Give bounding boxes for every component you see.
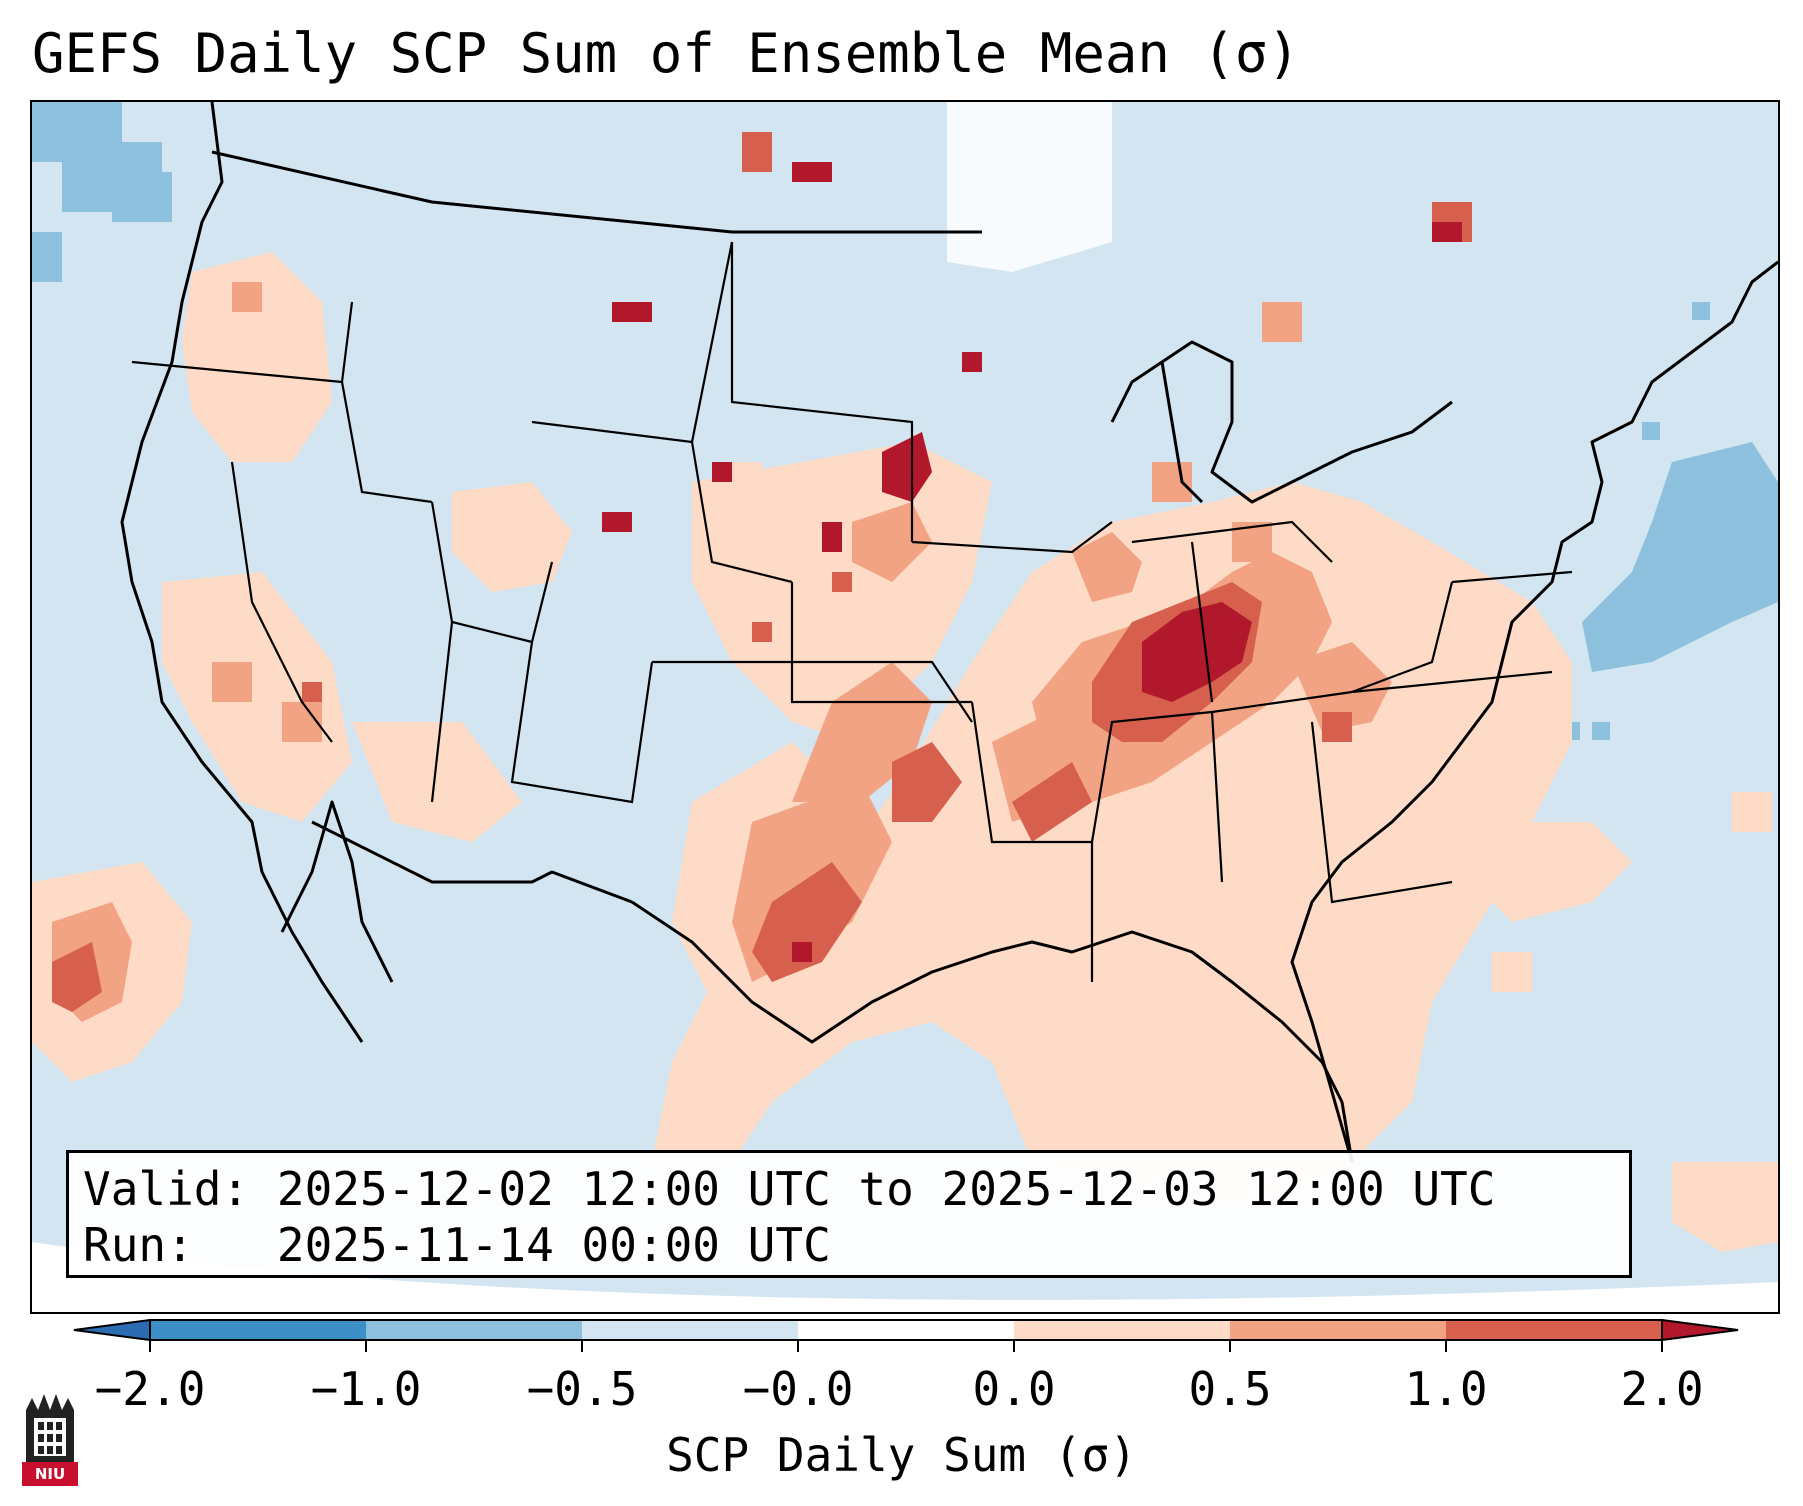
- baja: [280, 800, 394, 983]
- colorbar-tick-label: 0.5: [1188, 1362, 1272, 1416]
- niu-logo-text: NIU: [22, 1462, 78, 1486]
- colorbar-bin: [366, 1320, 582, 1340]
- colorbar-tick-label: −1.0: [310, 1362, 422, 1416]
- state-borders: [131, 241, 1573, 982]
- colorbar-tick-label: 2.0: [1620, 1362, 1704, 1416]
- colorbar-bin: [1446, 1320, 1662, 1340]
- colorbar-bin: [150, 1320, 366, 1340]
- colorbar: [73, 1318, 1739, 1352]
- map-frame: [30, 100, 1780, 1314]
- map-title: GEFS Daily SCP Sum of Ensemble Mean (σ): [32, 22, 1300, 85]
- run-value: 2025-11-14 00:00 UTC: [276, 1218, 831, 1272]
- info-box: Valid: 2025-12-02 12:00 UTC to 2025-12-0…: [66, 1150, 1632, 1278]
- niu-building-icon: [26, 1394, 74, 1462]
- canada-border: [211, 150, 982, 234]
- colorbar-bin: [582, 1320, 798, 1340]
- colorbar-extend-high: [1661, 1318, 1739, 1342]
- colorbar-label: SCP Daily Sum (σ): [666, 1428, 1137, 1482]
- gulf-coast: [631, 900, 1354, 1163]
- colorbar-ticks: [149, 1340, 1663, 1352]
- coastlines: [120, 102, 1778, 1163]
- colorbar-tick-label: −0.5: [526, 1362, 638, 1416]
- colorbar-outline: [149, 1319, 1663, 1341]
- valid-label: Valid:: [83, 1162, 250, 1216]
- projection-edge: [32, 1242, 1778, 1312]
- valid-value: 2025-12-02 12:00 UTC to 2025-12-03 12:00…: [276, 1162, 1496, 1216]
- colorbar-bin: [1014, 1320, 1230, 1340]
- west-coast: [120, 102, 364, 1043]
- east-coast: [1290, 260, 1778, 1163]
- scp-map: [32, 102, 1778, 1312]
- great-lakes: [1110, 340, 1453, 504]
- colorbar-tick-label: 0.0: [972, 1362, 1056, 1416]
- colorbar-extend-low: [73, 1318, 151, 1342]
- colorbar-tick-label: −0.0: [742, 1362, 854, 1416]
- niu-logo: NIU: [22, 1390, 78, 1486]
- mexico-border: [311, 820, 633, 904]
- colorbar-tick-label: −2.0: [94, 1362, 206, 1416]
- colorbar-bin: [798, 1320, 1014, 1340]
- neutral-region-north: [947, 102, 1112, 272]
- colorbar-tick-label: 1.0: [1404, 1362, 1488, 1416]
- run-label: Run:: [83, 1218, 194, 1272]
- colorbar-bin: [1230, 1320, 1446, 1340]
- extreme-positive-anomaly: [602, 162, 1462, 962]
